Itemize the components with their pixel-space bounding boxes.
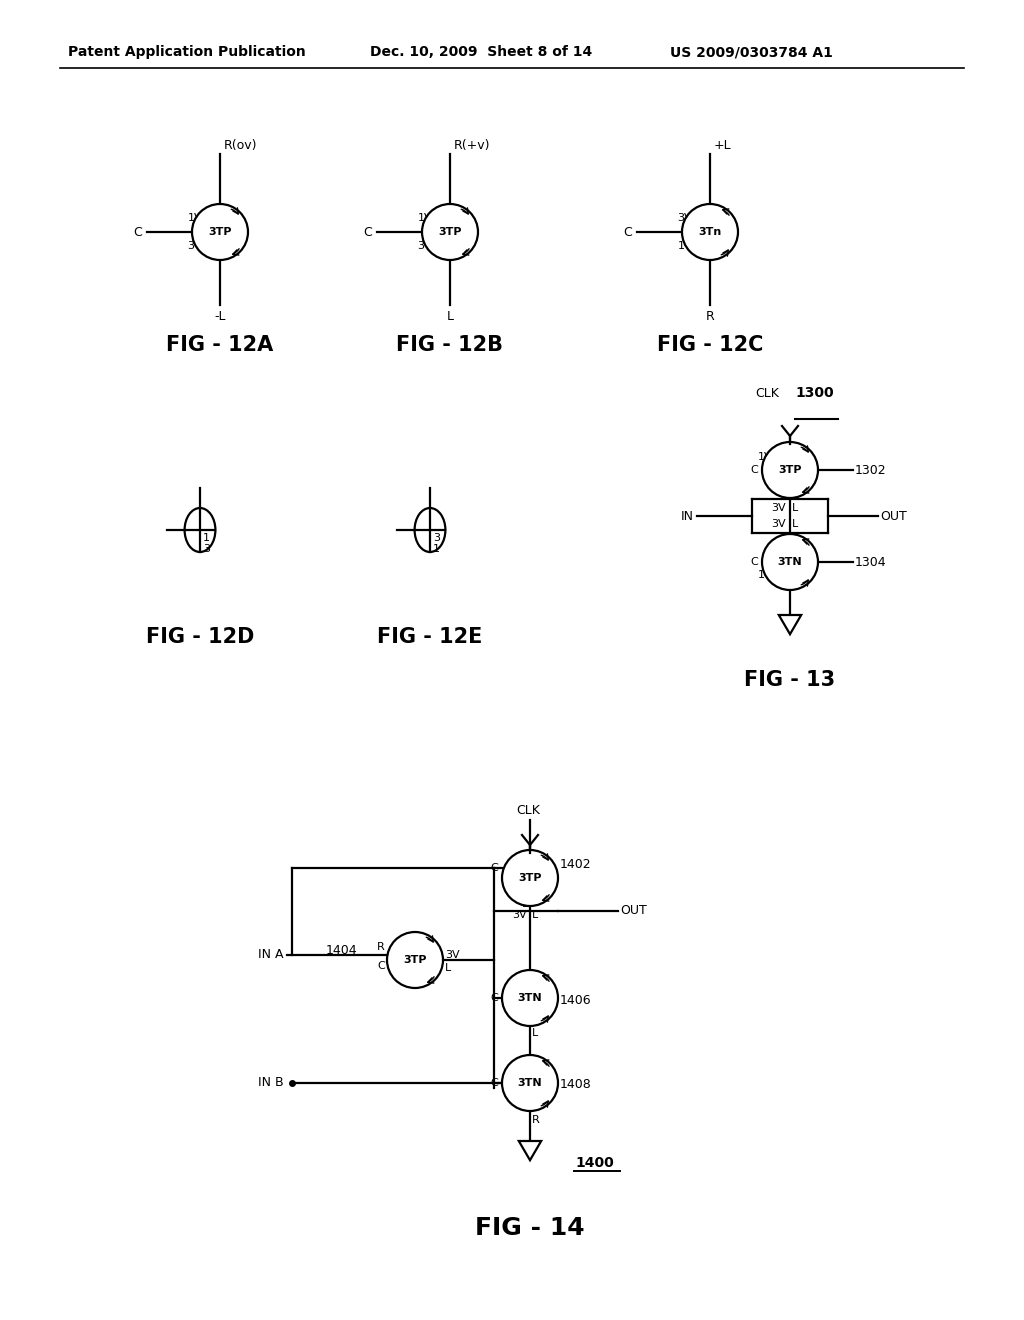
Text: FIG - 12B: FIG - 12B xyxy=(396,335,504,355)
Text: CLK: CLK xyxy=(755,387,779,400)
Text: C: C xyxy=(133,226,142,239)
Polygon shape xyxy=(519,1140,542,1160)
Text: L: L xyxy=(445,964,452,973)
Text: 3V: 3V xyxy=(771,519,786,529)
Text: IN A: IN A xyxy=(258,949,284,961)
Text: L: L xyxy=(532,909,539,920)
Text: 1300: 1300 xyxy=(795,385,834,400)
Text: L: L xyxy=(792,503,799,513)
Text: 3TP: 3TP xyxy=(518,873,542,883)
Text: 3V: 3V xyxy=(771,503,786,513)
Text: 1: 1 xyxy=(203,533,210,543)
Text: 1: 1 xyxy=(433,544,440,554)
Text: L: L xyxy=(446,310,454,323)
Text: OUT: OUT xyxy=(880,510,906,523)
Text: Dec. 10, 2009  Sheet 8 of 14: Dec. 10, 2009 Sheet 8 of 14 xyxy=(370,45,592,59)
Text: 3V: 3V xyxy=(418,242,432,251)
Text: L: L xyxy=(532,979,539,990)
Circle shape xyxy=(193,205,248,260)
Text: 1V: 1V xyxy=(418,213,432,223)
Text: 1408: 1408 xyxy=(560,1078,592,1092)
Text: 1304: 1304 xyxy=(855,556,887,569)
Text: +L: +L xyxy=(714,139,731,152)
Text: 3TN: 3TN xyxy=(518,1078,543,1088)
Text: C: C xyxy=(624,226,632,239)
Text: 3TP: 3TP xyxy=(438,227,462,238)
Text: IN B: IN B xyxy=(258,1077,284,1089)
Text: R: R xyxy=(532,861,540,870)
Text: R: R xyxy=(532,998,540,1008)
Text: FIG - 13: FIG - 13 xyxy=(744,671,836,690)
Text: R: R xyxy=(792,451,800,462)
Text: 1402: 1402 xyxy=(560,858,592,871)
Text: C: C xyxy=(751,465,758,475)
Text: 1V: 1V xyxy=(677,242,692,251)
Text: FIG - 12C: FIG - 12C xyxy=(656,335,763,355)
Text: 3TP: 3TP xyxy=(778,465,802,475)
Text: C: C xyxy=(490,863,498,873)
Ellipse shape xyxy=(184,508,215,552)
Text: 3TN: 3TN xyxy=(777,557,803,568)
Circle shape xyxy=(762,442,818,498)
Text: Patent Application Publication: Patent Application Publication xyxy=(68,45,306,59)
Text: R: R xyxy=(706,310,715,323)
Text: 3: 3 xyxy=(433,533,440,543)
Circle shape xyxy=(762,535,818,590)
Text: L: L xyxy=(522,899,528,909)
Text: 3V: 3V xyxy=(512,909,527,920)
Text: R: R xyxy=(377,942,385,952)
Polygon shape xyxy=(779,615,801,634)
Text: FIG - 14: FIG - 14 xyxy=(475,1216,585,1239)
Text: 3Tn: 3Tn xyxy=(698,227,722,238)
Text: 1V: 1V xyxy=(187,213,202,223)
Text: -L: -L xyxy=(214,310,225,323)
Text: C: C xyxy=(490,1078,498,1088)
Circle shape xyxy=(387,932,443,987)
Text: C: C xyxy=(751,557,758,568)
Text: 3V: 3V xyxy=(187,242,202,251)
Text: R(+v): R(+v) xyxy=(454,139,490,152)
Text: C: C xyxy=(490,993,498,1003)
Text: IN: IN xyxy=(681,510,694,523)
Text: R(ov): R(ov) xyxy=(224,139,257,152)
Text: 3TP: 3TP xyxy=(208,227,231,238)
Text: 3TN: 3TN xyxy=(518,993,543,1003)
Text: R: R xyxy=(532,1115,540,1125)
Text: 1406: 1406 xyxy=(560,994,592,1006)
Text: R: R xyxy=(792,570,800,579)
Ellipse shape xyxy=(415,508,445,552)
Text: 1302: 1302 xyxy=(855,463,887,477)
Text: L: L xyxy=(792,519,799,529)
Text: 1V: 1V xyxy=(758,451,772,462)
Circle shape xyxy=(682,205,738,260)
Text: FIG - 12D: FIG - 12D xyxy=(145,627,254,647)
Circle shape xyxy=(502,1055,558,1111)
Text: FIG - 12A: FIG - 12A xyxy=(166,335,273,355)
Text: CLK: CLK xyxy=(516,804,540,817)
Circle shape xyxy=(502,970,558,1026)
Text: OUT: OUT xyxy=(620,904,647,917)
Text: 3TP: 3TP xyxy=(403,954,427,965)
Text: C: C xyxy=(377,961,385,972)
Text: 3V: 3V xyxy=(445,950,460,960)
Text: US 2009/0303784 A1: US 2009/0303784 A1 xyxy=(670,45,833,59)
Text: 3V: 3V xyxy=(677,213,692,223)
Circle shape xyxy=(502,850,558,906)
Text: C: C xyxy=(364,226,372,239)
Text: FIG - 12E: FIG - 12E xyxy=(377,627,482,647)
Text: 1V: 1V xyxy=(758,570,772,579)
Text: 1404: 1404 xyxy=(326,944,357,957)
Text: 1400: 1400 xyxy=(575,1156,613,1170)
Text: L: L xyxy=(532,1028,539,1038)
Text: 3: 3 xyxy=(203,544,210,554)
Circle shape xyxy=(422,205,478,260)
